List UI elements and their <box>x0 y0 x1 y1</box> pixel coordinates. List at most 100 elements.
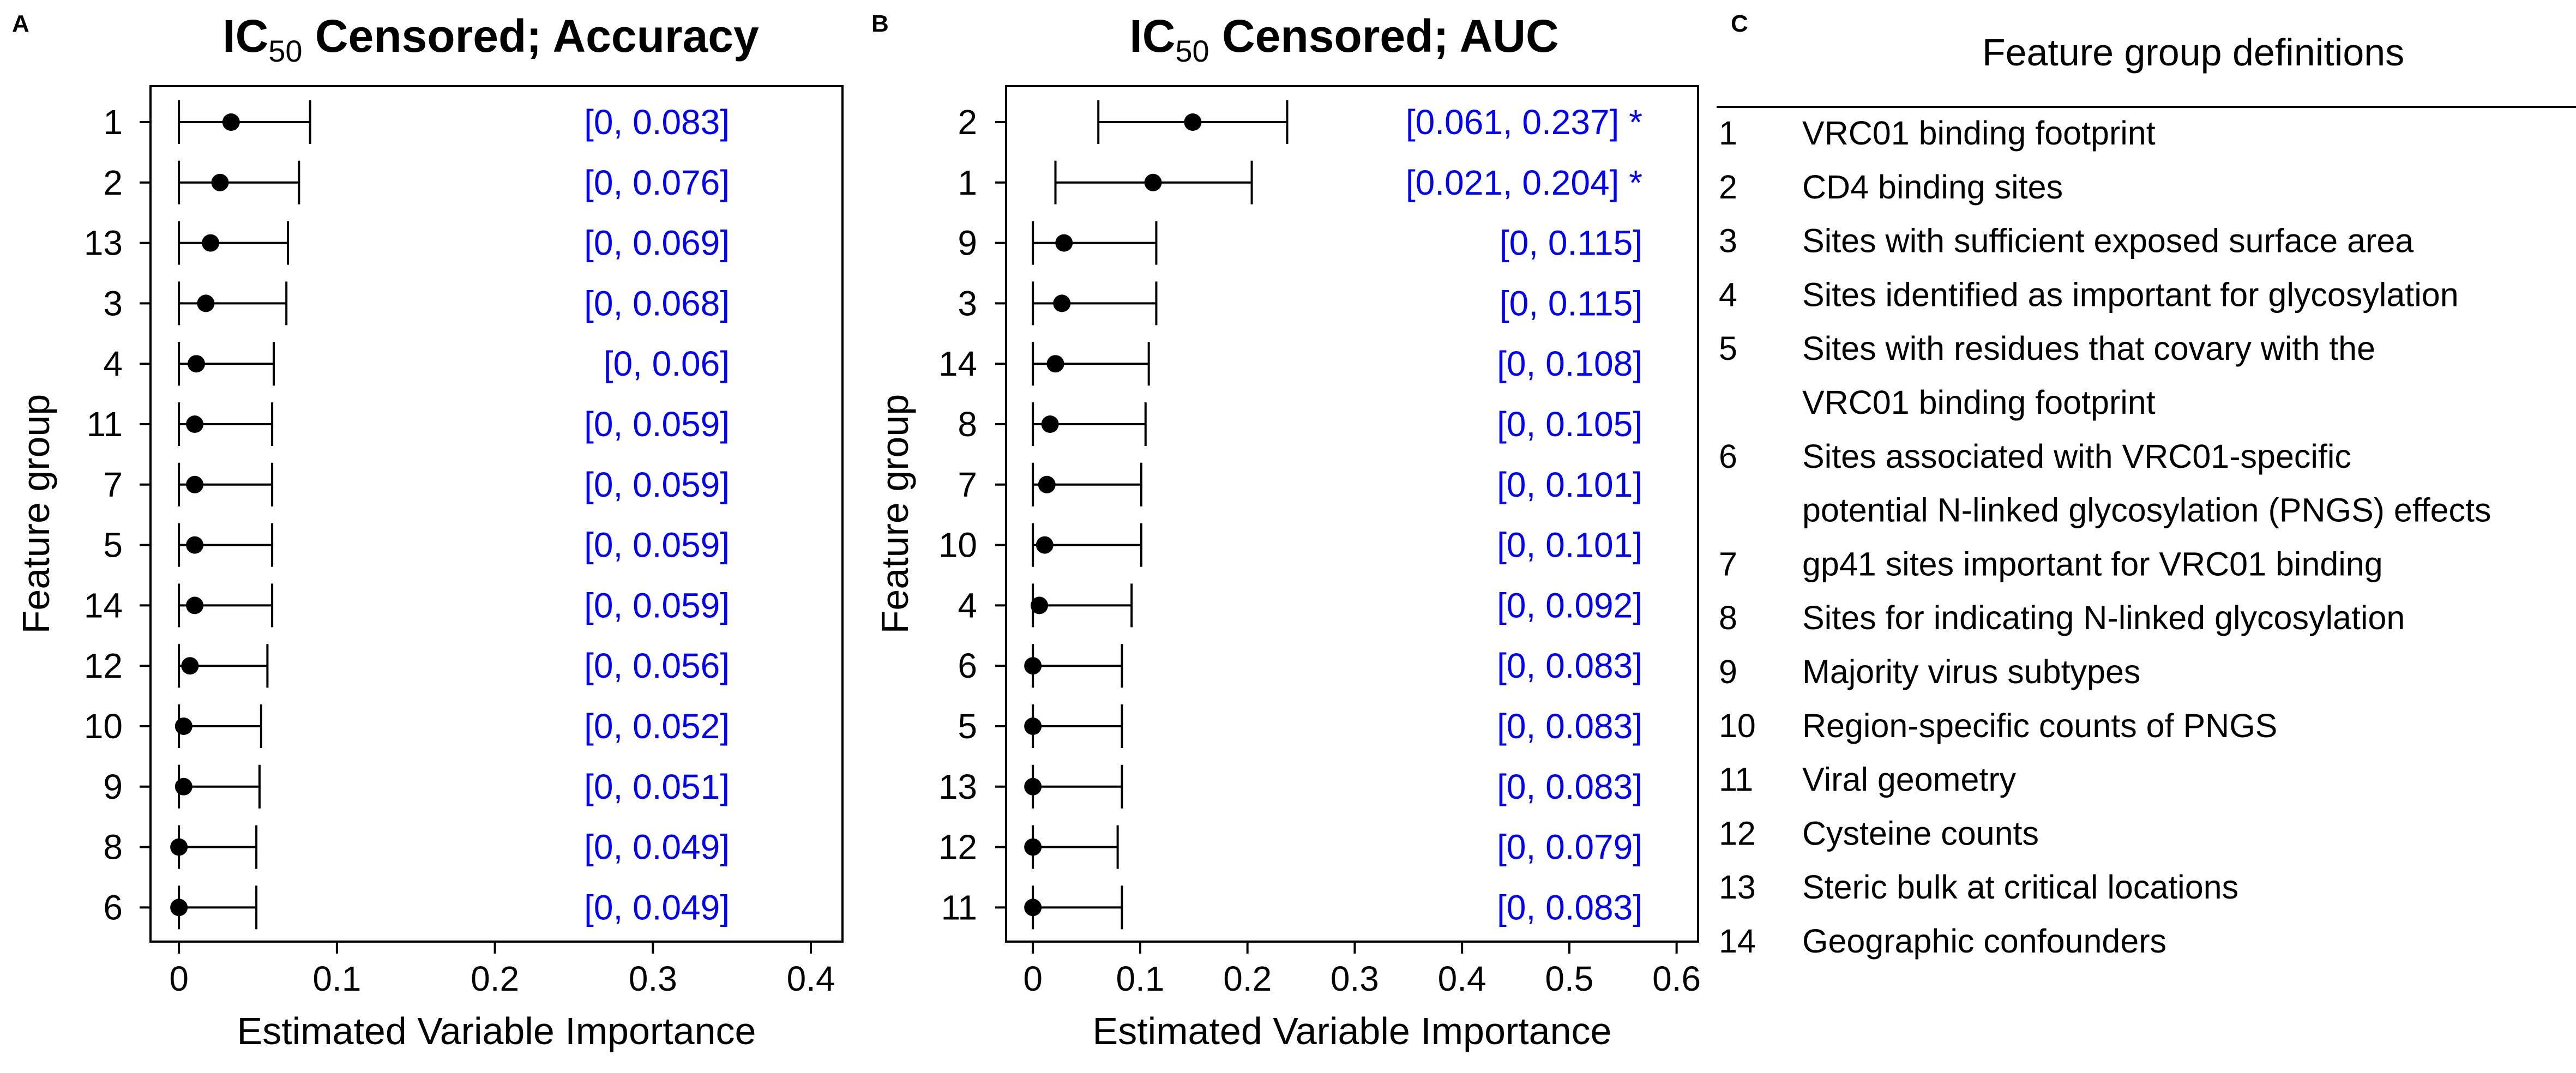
definitions-title: Feature group definitions <box>1982 31 2404 74</box>
definition-text: Region-specific counts of PNGS <box>1802 707 2277 744</box>
chart-title-subscript: 50 <box>268 34 302 68</box>
y-tick-label: 5 <box>958 707 977 746</box>
definition-number: 11 <box>1719 761 1753 798</box>
definition-number: 8 <box>1719 599 1737 636</box>
estimate-point <box>174 718 192 735</box>
chart-title-suffix: Censored; Accuracy <box>303 10 759 62</box>
ci-label: [0, 0.083] <box>1497 767 1642 806</box>
ci-label: [0, 0.059] <box>584 586 730 625</box>
chart-panel-a: A IC50 Censored; Accuracy 0 0.1 0.2 0.3 0.4 Est… <box>12 10 844 1052</box>
definition-text: Sites identified as important for glycos… <box>1802 276 2459 313</box>
y-tick-label: 4 <box>103 344 123 383</box>
y-tick-label: 11 <box>87 405 123 444</box>
definition-number: 4 <box>1719 276 1737 313</box>
estimate-point <box>1024 838 1042 856</box>
definition-number: 2 <box>1719 168 1737 206</box>
definition-text: Majority virus subtypes <box>1802 653 2140 690</box>
y-tick-label: 3 <box>103 284 123 323</box>
x-tick-label: 0.4 <box>1438 959 1486 998</box>
estimate-point <box>197 294 215 312</box>
ci-label: [0, 0.068] <box>584 284 730 323</box>
estimate-point <box>1053 294 1071 312</box>
y-tick-label: 5 <box>103 526 123 565</box>
estimate-point <box>1024 718 1042 735</box>
definition-text: Sites associated with VRC01-specific <box>1802 438 2351 475</box>
estimate-point <box>1046 355 1064 373</box>
definition-number: 3 <box>1719 222 1737 260</box>
chart-panel-b: B IC50 Censored; AUC 0 0.1 0.2 0.3 0.4 0.5 0.6 Es… <box>871 10 1701 1052</box>
ci-label: [0, 0.076] <box>584 163 730 202</box>
chart-title-subscript: 50 <box>1175 34 1209 68</box>
x-tick-label: 0.2 <box>471 959 519 998</box>
definition-text: Cysteine counts <box>1802 815 2039 852</box>
definition-text: potential N-linked glycosylation (PNGS) … <box>1802 492 2491 529</box>
y-tick-label: 10 <box>938 526 977 565</box>
estimate-point <box>186 596 204 614</box>
estimate-point <box>222 113 240 131</box>
estimate-point <box>1036 536 1054 554</box>
ci-label: [0, 0.092] <box>1497 586 1642 625</box>
definition-text: VRC01 binding footprint <box>1802 114 2156 152</box>
y-tick-label: 7 <box>958 465 977 504</box>
definition-number: 12 <box>1719 815 1756 852</box>
ci-label: [0, 0.083] <box>584 103 730 142</box>
ci-label: [0, 0.083] <box>1497 707 1642 746</box>
definition-number: 6 <box>1719 438 1737 475</box>
ci-label: [0, 0.083] <box>1497 888 1642 927</box>
y-tick-label: 9 <box>103 767 123 806</box>
definition-text: VRC01 binding footprint <box>1802 384 2156 421</box>
definition-number: 5 <box>1719 330 1737 367</box>
y-tick-label: 6 <box>958 646 977 685</box>
y-tick-label: 1 <box>103 103 123 142</box>
definition-text: Viral geometry <box>1802 761 2017 798</box>
ci-label: [0, 0.06] <box>604 344 730 383</box>
x-axis-label: Estimated Variable Importance <box>1093 1010 1612 1052</box>
y-tick-label: 14 <box>938 344 977 383</box>
definition-text: CD4 binding sites <box>1802 168 2063 206</box>
y-tick-label: 2 <box>103 163 123 202</box>
estimate-point <box>186 415 204 433</box>
definition-number: 1 <box>1719 114 1737 152</box>
estimate-point <box>1024 777 1042 795</box>
y-axis-label: Feature group <box>15 394 57 634</box>
x-tick-label: 0.6 <box>1652 959 1701 998</box>
definition-number: 9 <box>1719 653 1737 690</box>
estimate-point <box>188 355 206 373</box>
y-tick-label: 2 <box>958 103 977 142</box>
definitions-panel: C Feature group definitions 1 VRC01 binding… <box>1717 10 2576 960</box>
definition-text: Steric bulk at critical locations <box>1802 869 2238 906</box>
y-tick-label: 12 <box>84 646 123 685</box>
ci-label: [0, 0.101] <box>1497 465 1642 504</box>
ci-label: [0, 0.083] <box>1497 646 1642 685</box>
y-tick-label: 11 <box>941 888 977 927</box>
x-tick-label: 0.3 <box>1331 959 1379 998</box>
y-tick-label: 7 <box>103 465 123 504</box>
panel-label: B <box>871 10 889 37</box>
estimate-point <box>1184 113 1202 131</box>
x-tick-label: 0.3 <box>629 959 677 998</box>
plot-frame <box>1005 85 1699 943</box>
estimate-point <box>211 173 229 191</box>
ci-label: [0.021, 0.204] * <box>1406 163 1642 202</box>
y-tick-label: 10 <box>84 707 123 746</box>
estimate-point <box>170 899 188 917</box>
ci-label: [0, 0.115] <box>1500 224 1642 263</box>
estimate-point <box>170 838 188 856</box>
estimate-point <box>181 657 199 675</box>
ci-label: [0, 0.049] <box>584 888 730 927</box>
panel-label: A <box>12 10 29 37</box>
ci-label: [0, 0.101] <box>1497 526 1642 565</box>
definition-text: Sites for indicating N-linked glycosylat… <box>1802 599 2405 636</box>
ci-label: [0, 0.105] <box>1497 405 1642 444</box>
y-axis-label: Feature group <box>874 394 916 634</box>
ci-label: [0, 0.115] <box>1500 284 1642 323</box>
y-tick-label: 9 <box>958 224 977 263</box>
x-tick-label: 0 <box>169 959 189 998</box>
ci-label: [0, 0.108] <box>1497 344 1642 383</box>
x-axis-label: Estimated Variable Importance <box>237 1010 756 1052</box>
ci-label: [0, 0.052] <box>584 707 730 746</box>
estimate-point <box>1144 173 1162 191</box>
estimate-point <box>1024 657 1042 675</box>
ci-label: [0, 0.079] <box>1497 828 1642 867</box>
y-tick-label: 8 <box>103 828 123 867</box>
